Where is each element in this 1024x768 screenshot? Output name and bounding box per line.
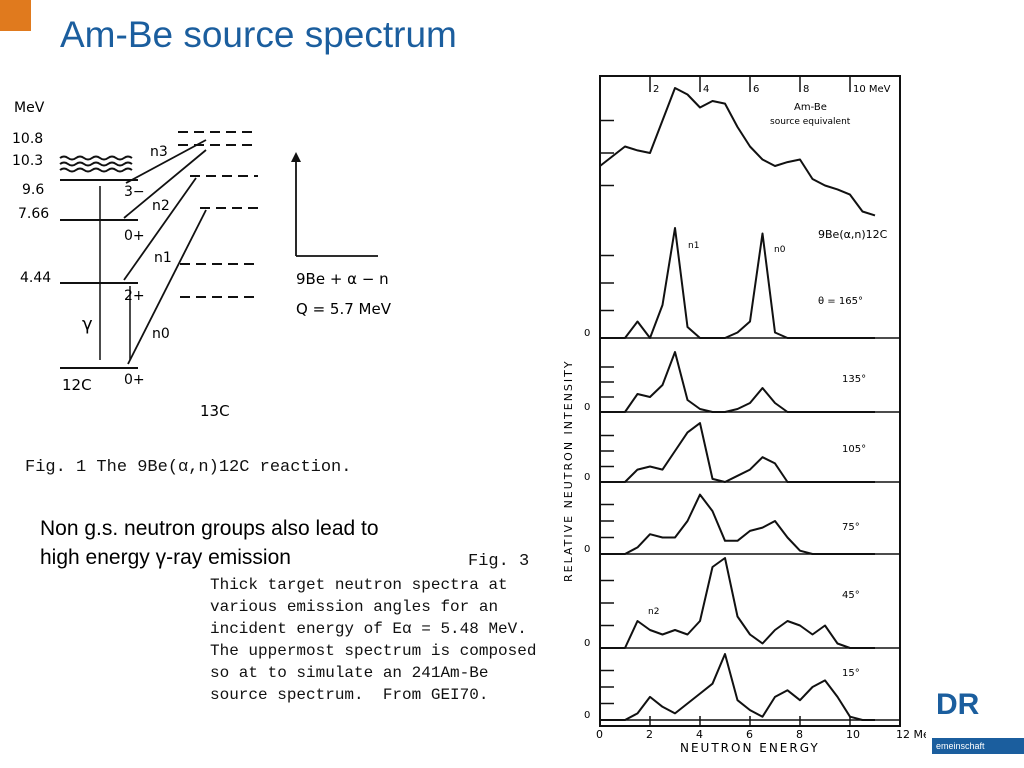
fig1-state-2: 2+ — [124, 288, 145, 304]
fig1-unit: MeV — [14, 100, 45, 116]
fig3-caption-line: Thick target neutron spectra at — [210, 576, 508, 594]
fig3-caption-line: so at to simulate an 241Am-Be — [210, 664, 489, 682]
fig3-x-tick-label: 4 — [696, 728, 703, 741]
fig3-zero-label: 0 — [584, 638, 590, 649]
fig3-x-tick-label: 12 MeV — [896, 728, 926, 741]
fig3-ylabel: RELATIVE NEUTRON INTENSITY — [562, 359, 575, 582]
fig3-peak-label: n1 — [688, 241, 699, 251]
note-text: Non g.s. neutron groups also lead to hig… — [40, 514, 470, 572]
fig1-n1-arrow — [123, 177, 197, 281]
fig3-caption: Thick target neutron spectra at various e… — [210, 574, 536, 706]
fig3-series-line — [599, 87, 876, 217]
fig3-zero-label: 0 — [584, 402, 590, 413]
fig3-x-tick-label: 6 — [746, 728, 753, 741]
fig3-x-tick-label: 10 — [846, 728, 860, 741]
logo: DR — [936, 688, 980, 721]
fig3-series-line — [600, 493, 875, 555]
fig3-top-tick-label: 8 — [803, 84, 809, 95]
fig3-angle-label: 45° — [842, 590, 860, 601]
fig1-gamma: γ — [82, 314, 93, 335]
slide-title: Am-Be source spectrum — [60, 14, 457, 55]
fig1-wavy-level — [59, 155, 133, 161]
fig3-x-tick-label: 0 — [596, 728, 603, 741]
fig3-zero-label: 0 — [584, 472, 590, 483]
fig1-level-10.8: 10.8 — [12, 131, 43, 147]
fig1-level-9.6: 9.6 — [22, 182, 44, 198]
fig1-level-scheme: MeV 10.8 10.3 9.6 7.66 4.44 n3 3− n2 0+ … — [12, 100, 392, 420]
fig3-angle-label: 15° — [842, 668, 860, 679]
fig1-level-4.44: 4.44 — [20, 270, 51, 286]
fig1-state-3: 3− — [124, 184, 145, 200]
fig3-angle-label: 135° — [842, 374, 866, 385]
fig3-x-tick-label: 8 — [796, 728, 803, 741]
fig3-caption-line: source spectrum. From GEI70. — [210, 686, 489, 704]
fig1-group-n3: n3 — [150, 144, 168, 160]
fig1-level-10.3: 10.3 — [12, 153, 43, 169]
footer-bar: emeinschaft — [932, 738, 1024, 754]
fig1-wavy-level — [59, 167, 133, 173]
fig1-c13: 13C — [200, 402, 230, 420]
fig3-top-tick-label: 10 MeV — [853, 84, 891, 95]
fig3-series-line — [600, 351, 875, 413]
corner-accent — [0, 0, 31, 31]
note-line-2: high energy γ-ray emission — [40, 546, 291, 569]
fig1-group-n0: n0 — [152, 326, 170, 342]
fig1-state-0: 0+ — [124, 228, 145, 244]
fig1-group-n1: n1 — [154, 250, 172, 266]
fig3-peak-label: n2 — [648, 607, 659, 617]
fig3-heading: Fig. 3 — [468, 552, 530, 571]
fig1-level-7.66: 7.66 — [18, 206, 49, 222]
fig1-caption-reaction: 9Be(α,n)12C reaction. — [137, 458, 352, 477]
fig3-caption-line: incident energy of Eα = 5.48 MeV. — [210, 620, 527, 638]
fig3-x-tick-label: 2 — [646, 728, 653, 741]
fig3-zero-label: 0 — [584, 544, 590, 555]
fig3-series-line — [600, 557, 875, 649]
fig3-angle-label: θ = 165° — [818, 296, 863, 307]
fig3-series-line — [600, 227, 875, 339]
fig1-n2-arrow — [123, 149, 207, 219]
fig1-group-n2: n2 — [152, 198, 170, 214]
fig3-caption-line: various emission angles for an — [210, 598, 499, 616]
fig3-source-label: Am-Be — [794, 102, 827, 113]
fig1-caption-prefix: Fig. 1 The — [25, 458, 138, 477]
fig3-peak-label: n0 — [774, 245, 786, 255]
fig1-caption: Fig. 1 The 9Be(α,n)12C reaction. — [25, 458, 351, 477]
fig3-series-line — [600, 653, 875, 721]
fig3-caption-line: The uppermost spectrum is composed — [210, 642, 537, 660]
fig3-frame — [599, 75, 901, 727]
fig3-angle-label: 75° — [842, 522, 860, 533]
fig1-reaction: 9Be + α − n — [296, 270, 389, 288]
fig3-zero-label: 0 — [584, 328, 590, 339]
fig3-angle-label: 105° — [842, 444, 866, 455]
fig3-top-tick-label: 6 — [753, 84, 759, 95]
fig3-spectra-chart: RELATIVE NEUTRON INTENSITY NEUTRON ENERG… — [562, 75, 926, 755]
fig1-n0-arrow — [127, 209, 207, 365]
fig3-source-label: source equivalent — [770, 117, 851, 127]
fig1-n3-arrow — [125, 139, 207, 184]
note-line-1: Non g.s. neutron groups also lead to — [40, 517, 379, 540]
fig1-c12: 12C — [62, 376, 92, 394]
fig3-top-tick-label: 4 — [703, 84, 709, 95]
fig3-xlabel: NEUTRON ENERGY — [680, 741, 820, 755]
fig1-axis-arrowhead — [291, 152, 301, 162]
fig1-state-0-ground: 0+ — [124, 372, 145, 388]
fig3-zero-label: 0 — [584, 710, 590, 721]
fig3-top-tick-label: 2 — [653, 84, 659, 95]
fig3-reaction-label: 9Be(α,n)12C — [818, 228, 888, 241]
fig1-wavy-level — [59, 161, 133, 167]
fig3-series-line — [600, 422, 875, 483]
fig1-q-value: Q = 5.7 MeV — [296, 300, 392, 318]
